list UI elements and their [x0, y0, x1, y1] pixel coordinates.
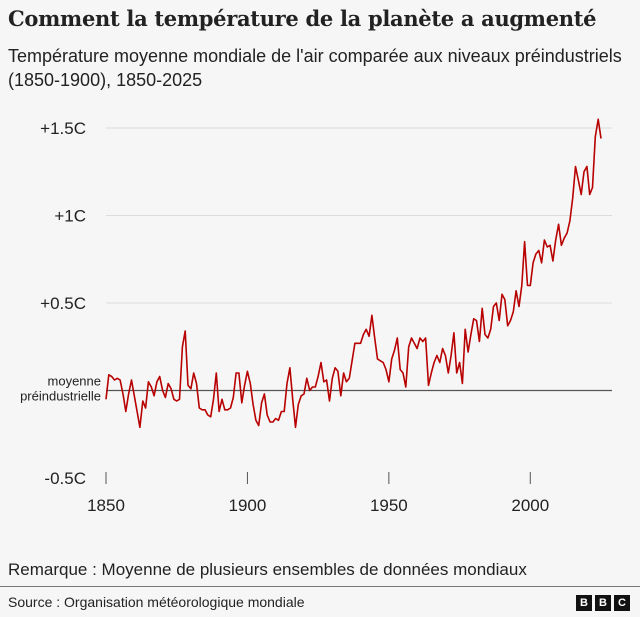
source-text: Source : Organisation météorologique mon… [8, 594, 305, 610]
bbc-logo-letter: B [595, 595, 611, 611]
x-tick-label: 1900 [229, 496, 267, 515]
x-tick-label: 2000 [511, 496, 549, 515]
bbc-logo-letter: B [576, 595, 592, 611]
chart-subtitle: Température moyenne mondiale de l'air co… [8, 46, 622, 90]
y-tick-label: +0.5C [40, 294, 86, 313]
bbc-logo: B B C [576, 595, 630, 611]
y-tick-label: +1C [54, 207, 86, 226]
bbc-logo-letter: C [614, 595, 630, 611]
temperature-line [105, 118, 602, 429]
y-tick-label: -0.5C [44, 469, 86, 488]
x-tick-label: 1950 [370, 496, 408, 515]
footer-divider [0, 586, 640, 587]
y-tick-label: +1.5C [40, 119, 86, 138]
x-tick-label: 1850 [87, 496, 125, 515]
chart-note: Remarque : Moyenne de plusieurs ensemble… [8, 560, 527, 579]
chart-title: Comment la température de la planète a a… [8, 6, 597, 31]
baseline-label: moyenne [48, 374, 101, 389]
baseline-label: préindustrielle [20, 389, 101, 404]
